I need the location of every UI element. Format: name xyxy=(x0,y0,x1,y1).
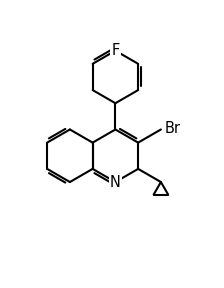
Text: F: F xyxy=(111,43,120,58)
Text: N: N xyxy=(110,175,121,190)
Text: Br: Br xyxy=(165,121,181,136)
